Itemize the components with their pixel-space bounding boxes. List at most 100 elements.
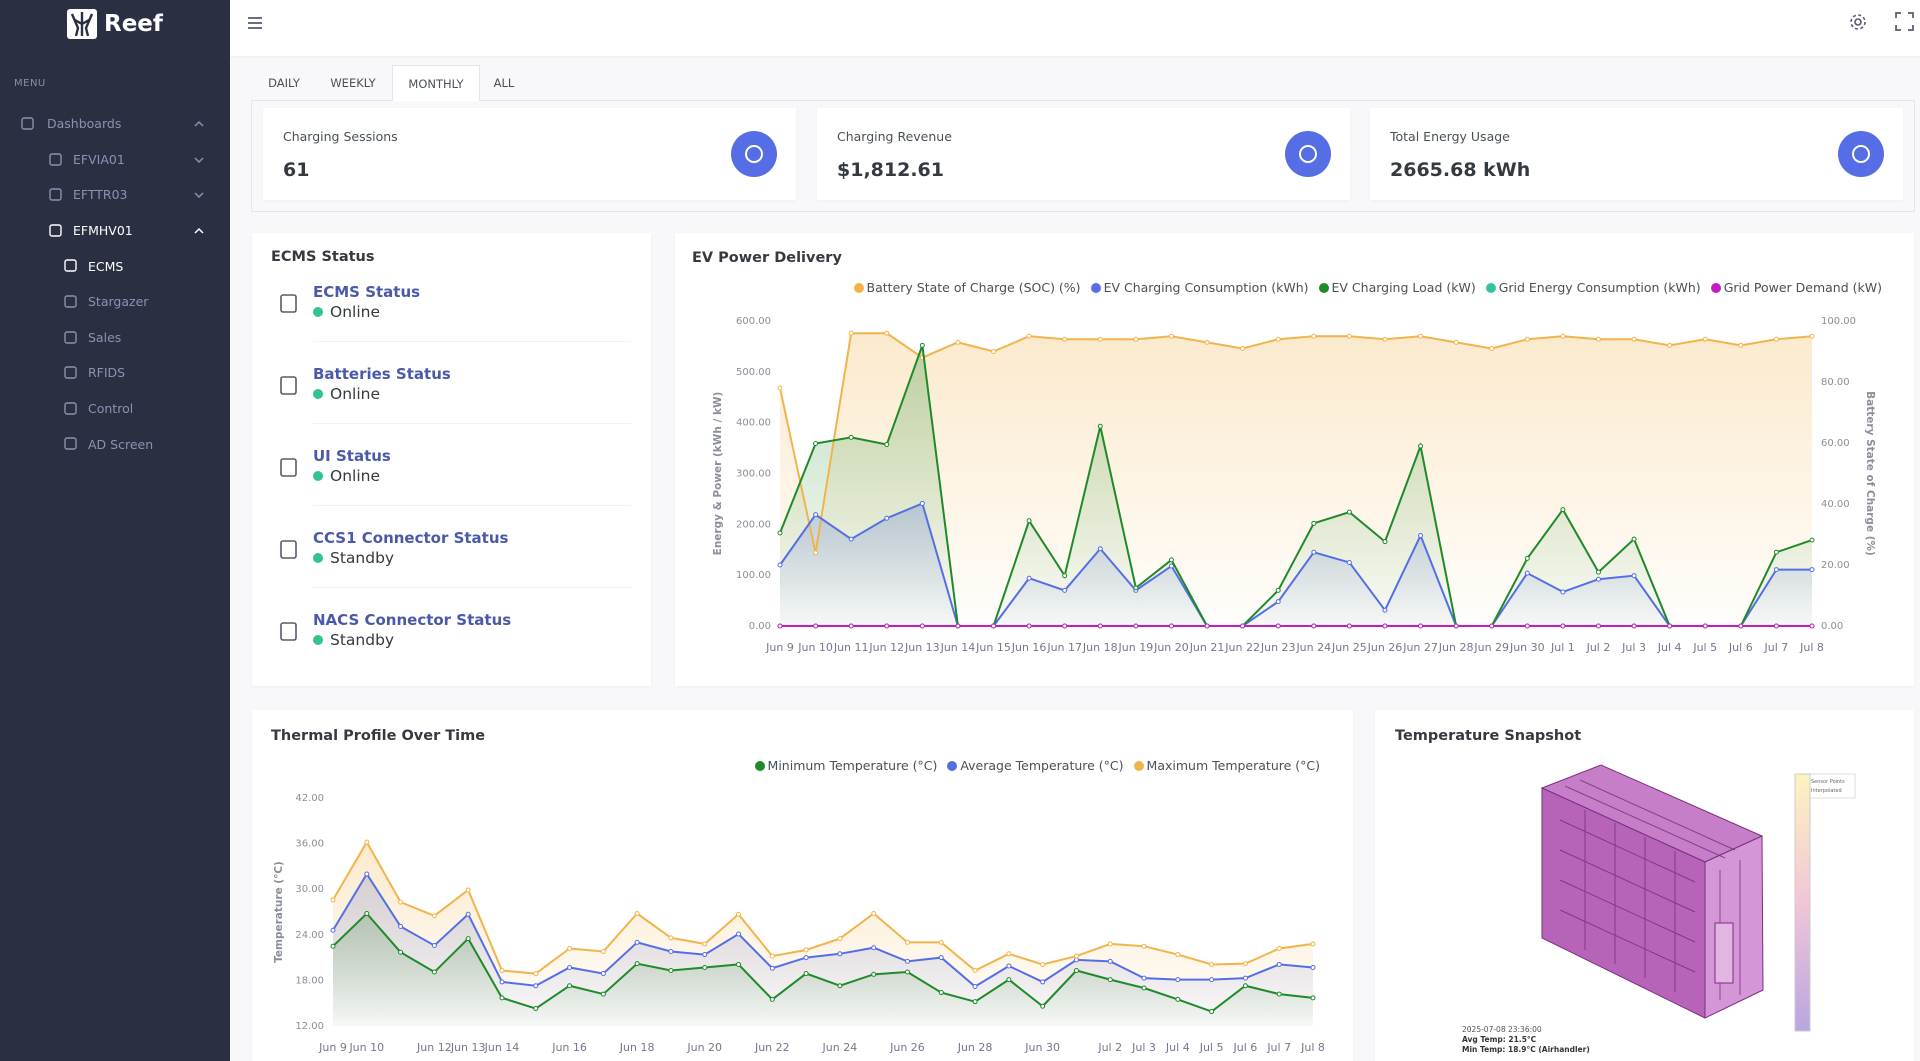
nav-item[interactable]: EFVIA01 bbox=[0, 142, 230, 178]
data-point bbox=[1275, 599, 1281, 605]
tab[interactable]: DAILY bbox=[268, 75, 300, 90]
data-point bbox=[1418, 533, 1424, 539]
status-value: Online bbox=[313, 385, 380, 403]
data-point bbox=[1175, 977, 1181, 983]
data-point bbox=[884, 515, 890, 521]
nav-item[interactable]: ECMS bbox=[0, 248, 230, 284]
nav-item[interactable]: EFTTR03 bbox=[0, 177, 230, 213]
settings-button[interactable] bbox=[1848, 12, 1868, 32]
data-point bbox=[904, 958, 910, 964]
data-point bbox=[1175, 952, 1181, 958]
data-point bbox=[567, 983, 573, 989]
nav-item[interactable]: Control bbox=[0, 391, 230, 427]
tab[interactable]: WEEKLY bbox=[330, 75, 376, 90]
data-point bbox=[499, 995, 505, 1001]
y-tick-label: 60.00 bbox=[1821, 438, 1850, 449]
tab[interactable]: ALL bbox=[493, 75, 515, 90]
y-tick-label: 36.00 bbox=[295, 839, 324, 850]
legend-swatch bbox=[1090, 282, 1101, 293]
data-point bbox=[1209, 961, 1215, 967]
x-tick-label: Jun 18 bbox=[619, 1041, 655, 1054]
data-point bbox=[848, 623, 854, 629]
x-tick-label: Jun 11 bbox=[833, 641, 869, 654]
series-line bbox=[779, 332, 1813, 554]
data-point bbox=[398, 899, 404, 905]
legend-label: Battery State of Charge (SOC) (%) bbox=[866, 280, 1081, 295]
data-point bbox=[1346, 559, 1352, 565]
nav-icon bbox=[21, 117, 34, 130]
data-point bbox=[837, 983, 843, 989]
data-point bbox=[1276, 991, 1282, 997]
icon-circle bbox=[1285, 131, 1331, 177]
legend-item[interactable]: Battery State of Charge (SOC) (%) bbox=[853, 280, 1081, 295]
nav-item[interactable]: Dashboards bbox=[0, 106, 230, 142]
data-point bbox=[736, 931, 742, 937]
y-axis-title: Energy & Power (kWh / kW) bbox=[712, 392, 724, 556]
legend-item[interactable]: Grid Power Demand (kW) bbox=[1710, 280, 1882, 295]
y-tick-label: 42.00 bbox=[295, 793, 324, 804]
x-tick-label: Jul 6 bbox=[1728, 641, 1753, 654]
nav-item[interactable]: RFIDS bbox=[0, 355, 230, 391]
x-tick-label: Jul 2 bbox=[1097, 1041, 1122, 1054]
nav-item[interactable]: Stargazer bbox=[0, 284, 230, 320]
nav-item[interactable]: Sales bbox=[0, 320, 230, 356]
data-point bbox=[1809, 333, 1815, 339]
legend-item[interactable]: Minimum Temperature (°C) bbox=[754, 758, 937, 773]
y-axis-title: Temperature (°C) bbox=[273, 861, 285, 963]
kpi-icon bbox=[1838, 131, 1884, 177]
chevron bbox=[194, 120, 204, 127]
x-tick-label: Jun 9 bbox=[765, 641, 794, 654]
nav-menu: Dashboards EFVIA01 EFTTR03 EFMHV01 ECMS Starg… bbox=[0, 106, 230, 462]
data-point bbox=[1040, 961, 1046, 967]
data-point bbox=[1133, 623, 1139, 629]
divider bbox=[313, 505, 631, 506]
data-point bbox=[1275, 623, 1281, 629]
data-point bbox=[1702, 623, 1708, 629]
data-point bbox=[991, 349, 997, 354]
data-point bbox=[533, 983, 539, 989]
fullscreen-button[interactable] bbox=[1895, 12, 1914, 31]
menu-toggle[interactable] bbox=[247, 15, 263, 31]
nav-item[interactable]: EFMHV01 bbox=[0, 213, 230, 249]
panel-title: Temperature Snapshot bbox=[1395, 728, 1582, 744]
data-point bbox=[1040, 979, 1046, 985]
y-tick-label: 500.00 bbox=[736, 367, 771, 378]
icon-glyph bbox=[1299, 145, 1317, 163]
brand[interactable]: Reef bbox=[66, 6, 163, 42]
series-line bbox=[332, 872, 1314, 988]
data-point bbox=[1168, 557, 1174, 563]
data-point bbox=[919, 623, 925, 629]
nav-icon bbox=[64, 437, 77, 451]
data-point bbox=[1453, 623, 1459, 629]
nav-label: Stargazer bbox=[88, 294, 149, 310]
icon-shape bbox=[280, 622, 297, 641]
legend-item[interactable]: Grid Energy Consumption (kWh) bbox=[1485, 280, 1701, 295]
data-point bbox=[938, 955, 944, 961]
data-point bbox=[1133, 585, 1139, 591]
data-point bbox=[533, 971, 539, 977]
legend-item[interactable]: EV Charging Consumption (kWh) bbox=[1090, 280, 1309, 295]
kpi-label: Charging Sessions bbox=[283, 129, 398, 144]
data-point bbox=[736, 911, 742, 917]
kpi-label: Total Energy Usage bbox=[1390, 129, 1510, 144]
nav-icon bbox=[49, 188, 62, 201]
tab[interactable]: MONTHLY bbox=[392, 65, 480, 101]
x-tick-label: Jun 28 bbox=[1438, 641, 1474, 654]
x-tick-label: Jun 20 bbox=[686, 1041, 722, 1054]
nav-item[interactable]: AD Screen bbox=[0, 426, 230, 462]
data-point bbox=[919, 500, 925, 506]
data-point bbox=[364, 839, 370, 845]
data-point bbox=[499, 968, 505, 974]
data-point bbox=[431, 942, 437, 948]
y-tick-label: 18.00 bbox=[295, 975, 324, 986]
data-point bbox=[938, 939, 944, 945]
data-point bbox=[1107, 977, 1113, 983]
data-point bbox=[1062, 336, 1068, 342]
legend-item[interactable]: EV Charging Load (kW) bbox=[1318, 280, 1476, 295]
data-point bbox=[1276, 961, 1282, 967]
legend-item[interactable]: Maximum Temperature (°C) bbox=[1133, 758, 1320, 773]
data-point bbox=[1141, 985, 1147, 991]
x-tick-label: Jul 7 bbox=[1266, 1041, 1291, 1054]
legend-item[interactable]: Average Temperature (°C) bbox=[947, 758, 1124, 773]
